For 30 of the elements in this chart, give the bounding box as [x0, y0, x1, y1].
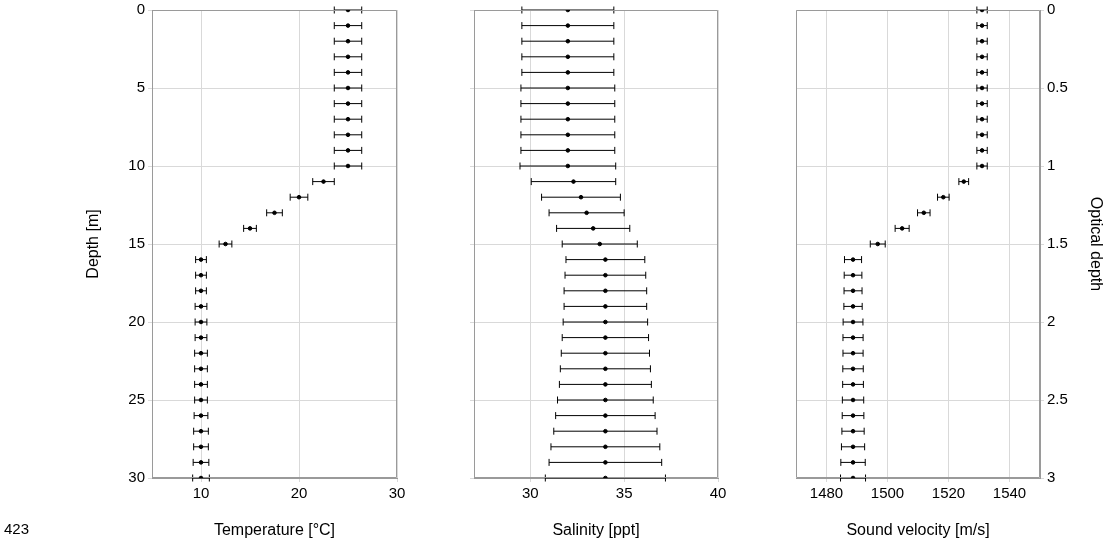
y2-tick-label: 2 [1047, 312, 1056, 330]
x-axis-title: Temperature [°C] [213, 520, 336, 538]
y-tick-label: 15 [128, 234, 145, 252]
y-tick-label: 0 [136, 0, 145, 18]
y2-axis-title: Optical depth [1087, 196, 1105, 292]
y-tick-label: 20 [128, 312, 145, 330]
x-tick-label: 30 [521, 484, 539, 502]
x-tick-label: 10 [192, 484, 210, 502]
y2-tick-label: 1 [1047, 156, 1056, 174]
y-axis-title: Depth [m] [84, 209, 102, 279]
y2-tick-label: 0.5 [1047, 78, 1068, 96]
y-tick-label: 10 [128, 156, 145, 174]
x-tick-label: 30 [388, 484, 406, 502]
x-tick-label: 1520 [931, 484, 966, 502]
x-axis-title: Salinity [ppt] [552, 520, 640, 538]
y-tick-label: 30 [128, 468, 145, 486]
y-tick-label: 5 [136, 78, 145, 96]
text: 423 [4, 520, 30, 537]
x-tick-label: 35 [615, 484, 633, 502]
x-tick-label: 40 [709, 484, 727, 502]
x-tick-label: 1500 [870, 484, 905, 502]
y2-tick-label: 3 [1047, 468, 1056, 486]
x-tick-label: 1540 [992, 484, 1027, 502]
y-tick-label: 25 [128, 390, 145, 408]
y2-tick-label: 2.5 [1047, 390, 1068, 408]
x-tick-label: 1480 [809, 484, 844, 502]
x-axis-title: Sound velocity [m/s] [846, 520, 990, 538]
y2-tick-label: 0 [1047, 0, 1056, 18]
x-tick-label: 20 [290, 484, 308, 502]
y2-tick-label: 1.5 [1047, 234, 1068, 252]
